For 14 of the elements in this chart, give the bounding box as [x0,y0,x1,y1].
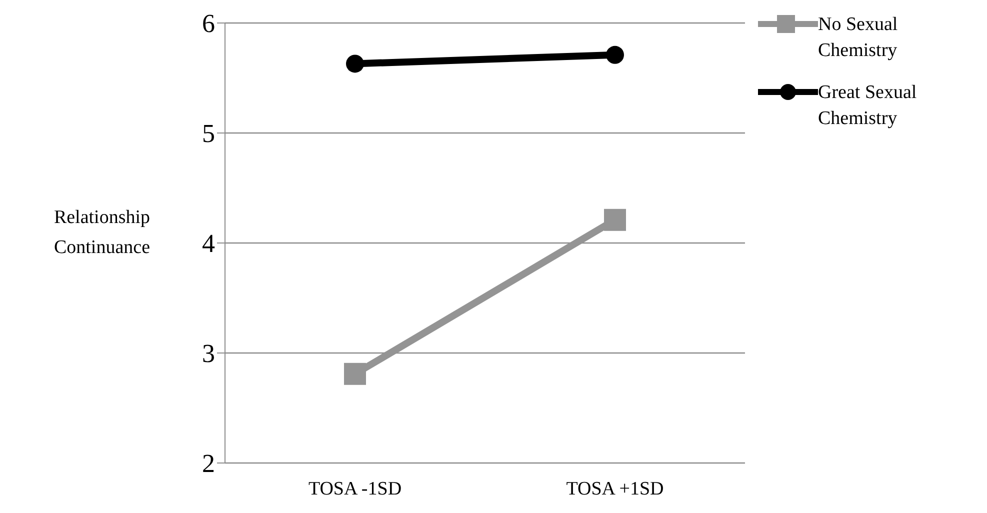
y-tick-label: 5 [202,119,215,148]
x-tick-label: TOSA +1SD [566,478,664,500]
point [344,362,366,385]
legend-label: No Sexual Chemistry [818,13,899,63]
point [346,54,364,73]
point [606,46,624,64]
legend-label: Great Sexual Chemistry [818,81,918,131]
x-tick-label: TOSA -1SD [308,478,402,500]
point [604,208,626,231]
y-tick-label: 2 [202,449,215,478]
y-tick-label: 3 [202,339,215,368]
y-tick-label: 4 [202,229,215,258]
y-tick-label: 6 [202,9,215,38]
y-axis-title: Relationship Continuance [54,207,150,258]
